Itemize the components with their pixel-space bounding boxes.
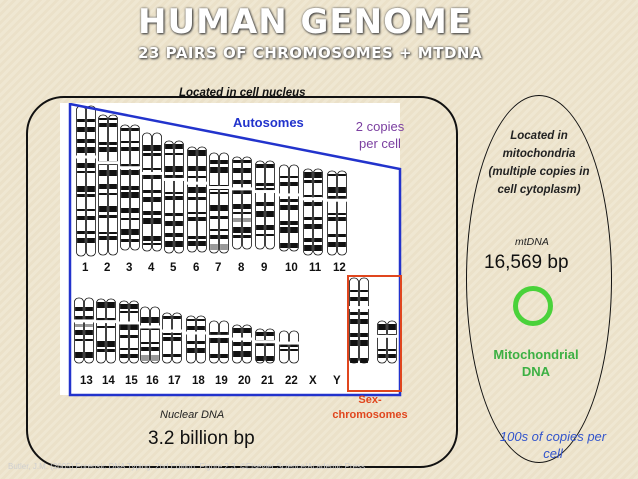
chromosome-number-16: 16 bbox=[146, 375, 159, 387]
two-copies-line1: 2 copies bbox=[355, 119, 405, 134]
nuclear-dna-label: Nuclear DNA bbox=[160, 409, 225, 421]
chromosome-glyph-7 bbox=[209, 152, 229, 254]
chromosome-number-9: 9 bbox=[261, 262, 268, 274]
chromosome-number-12: 12 bbox=[333, 262, 346, 274]
mito-copies-label: 100s of copies per cell bbox=[478, 428, 628, 462]
chromosome-glyph-9 bbox=[255, 160, 275, 250]
mitochondria-oval bbox=[466, 95, 612, 463]
chromosome-glyph-17 bbox=[162, 312, 182, 364]
chromosome-number-8: 8 bbox=[238, 262, 245, 274]
sex-chromosomes-box bbox=[347, 275, 402, 392]
chromosome-glyph-4 bbox=[142, 132, 162, 252]
chromosome-number-7: 7 bbox=[215, 262, 222, 274]
mtdna-circle-icon bbox=[513, 286, 553, 326]
chromosome-glyph-21 bbox=[255, 328, 275, 364]
autosomes-label: Autosomes bbox=[233, 115, 304, 130]
mito-located-line3: (multiple copies in bbox=[488, 166, 590, 178]
nuclear-size-label: 3.2 billion bp bbox=[148, 428, 255, 449]
page-subtitle: 23 PAIRS OF CHROMOSOMES + MTDNA bbox=[138, 44, 483, 62]
autosomes-outline bbox=[68, 103, 402, 397]
chromosome-row-1 bbox=[76, 105, 347, 257]
chromosome-glyph-y bbox=[377, 320, 397, 364]
mito-name-line2: DNA bbox=[521, 364, 551, 379]
page-title: HUMAN GENOME bbox=[138, 2, 473, 42]
chromosome-number-18: 18 bbox=[192, 375, 205, 387]
located-in-mito-label: Located in mitochondria (multiple copies… bbox=[472, 127, 606, 199]
citation: Butler, J.M. (2005) Forensic DNA Typing,… bbox=[8, 462, 366, 471]
chromosome-glyph-11 bbox=[303, 168, 323, 256]
two-copies-line2: per cell bbox=[359, 136, 401, 151]
chromosome-number-X: X bbox=[309, 375, 317, 387]
chromosome-glyph-22 bbox=[279, 330, 299, 364]
sex-label-line2: chromosomes bbox=[332, 409, 408, 421]
chromosome-glyph-1 bbox=[76, 105, 96, 257]
cell-nucleus-box bbox=[26, 96, 458, 468]
chromosome-number-21: 21 bbox=[261, 375, 274, 387]
mito-located-line2: mitochondria bbox=[502, 148, 576, 160]
chromosome-number-6: 6 bbox=[193, 262, 200, 274]
chromosome-number-Y: Y bbox=[333, 375, 341, 387]
mito-copies-line2: cell bbox=[543, 446, 563, 461]
mtdna-label: mtDNA bbox=[515, 236, 549, 248]
chromosome-glyph-5 bbox=[164, 140, 184, 254]
chromosome-glyph-10 bbox=[279, 164, 299, 252]
mtdna-size-label: 16,569 bp bbox=[484, 252, 569, 273]
chromosome-number-1: 1 bbox=[82, 262, 89, 274]
mitochondrial-dna-label: Mitochondrial DNA bbox=[474, 346, 598, 380]
chromosome-number-19: 19 bbox=[215, 375, 228, 387]
chromosome-number-14: 14 bbox=[102, 375, 115, 387]
chromosome-glyph-15 bbox=[119, 300, 139, 364]
chromosome-glyph-6 bbox=[187, 146, 207, 253]
chromosome-number-13: 13 bbox=[80, 375, 93, 387]
sex-chromosomes-label: Sex- chromosomes bbox=[318, 393, 422, 423]
chromosome-glyph-8 bbox=[232, 156, 252, 250]
chromosome-glyph-13 bbox=[74, 297, 94, 364]
chromosome-glyph-14 bbox=[96, 298, 116, 364]
chromosome-glyph-x bbox=[349, 277, 369, 364]
chromosome-number-15: 15 bbox=[125, 375, 138, 387]
chromosome-number-20: 20 bbox=[238, 375, 251, 387]
chromosome-glyph-16 bbox=[140, 306, 160, 364]
located-in-nucleus-label: Located in cell nucleus bbox=[179, 87, 306, 99]
mito-copies-line1: 100s of copies per bbox=[499, 429, 607, 444]
karyotype-diagram bbox=[60, 103, 402, 397]
chromosome-number-10: 10 bbox=[285, 262, 298, 274]
sex-label-line1: Sex- bbox=[358, 394, 382, 406]
chromosome-number-11: 11 bbox=[309, 262, 322, 274]
mito-located-line4: cell cytoplasm) bbox=[497, 184, 581, 196]
chromosome-number-17: 17 bbox=[168, 375, 181, 387]
two-copies-label: 2 copies per cell bbox=[342, 118, 418, 152]
mito-located-line1: Located in bbox=[510, 130, 568, 142]
chromosome-glyph-19 bbox=[209, 320, 229, 364]
chromosome-number-22: 22 bbox=[285, 375, 298, 387]
chromosome-glyph-18 bbox=[186, 315, 206, 364]
chromosome-number-2: 2 bbox=[104, 262, 111, 274]
chromosome-glyph-20 bbox=[232, 324, 252, 364]
chromosome-glyph-12 bbox=[327, 170, 347, 256]
chromosome-glyph-2 bbox=[98, 114, 118, 256]
chromosome-glyph-3 bbox=[120, 124, 140, 251]
chromosome-number-3: 3 bbox=[126, 262, 133, 274]
mito-name-line1: Mitochondrial bbox=[493, 347, 579, 362]
chromosome-number-4: 4 bbox=[148, 262, 155, 274]
chromosome-number-5: 5 bbox=[170, 262, 177, 274]
chromosome-row-2 bbox=[74, 277, 397, 364]
